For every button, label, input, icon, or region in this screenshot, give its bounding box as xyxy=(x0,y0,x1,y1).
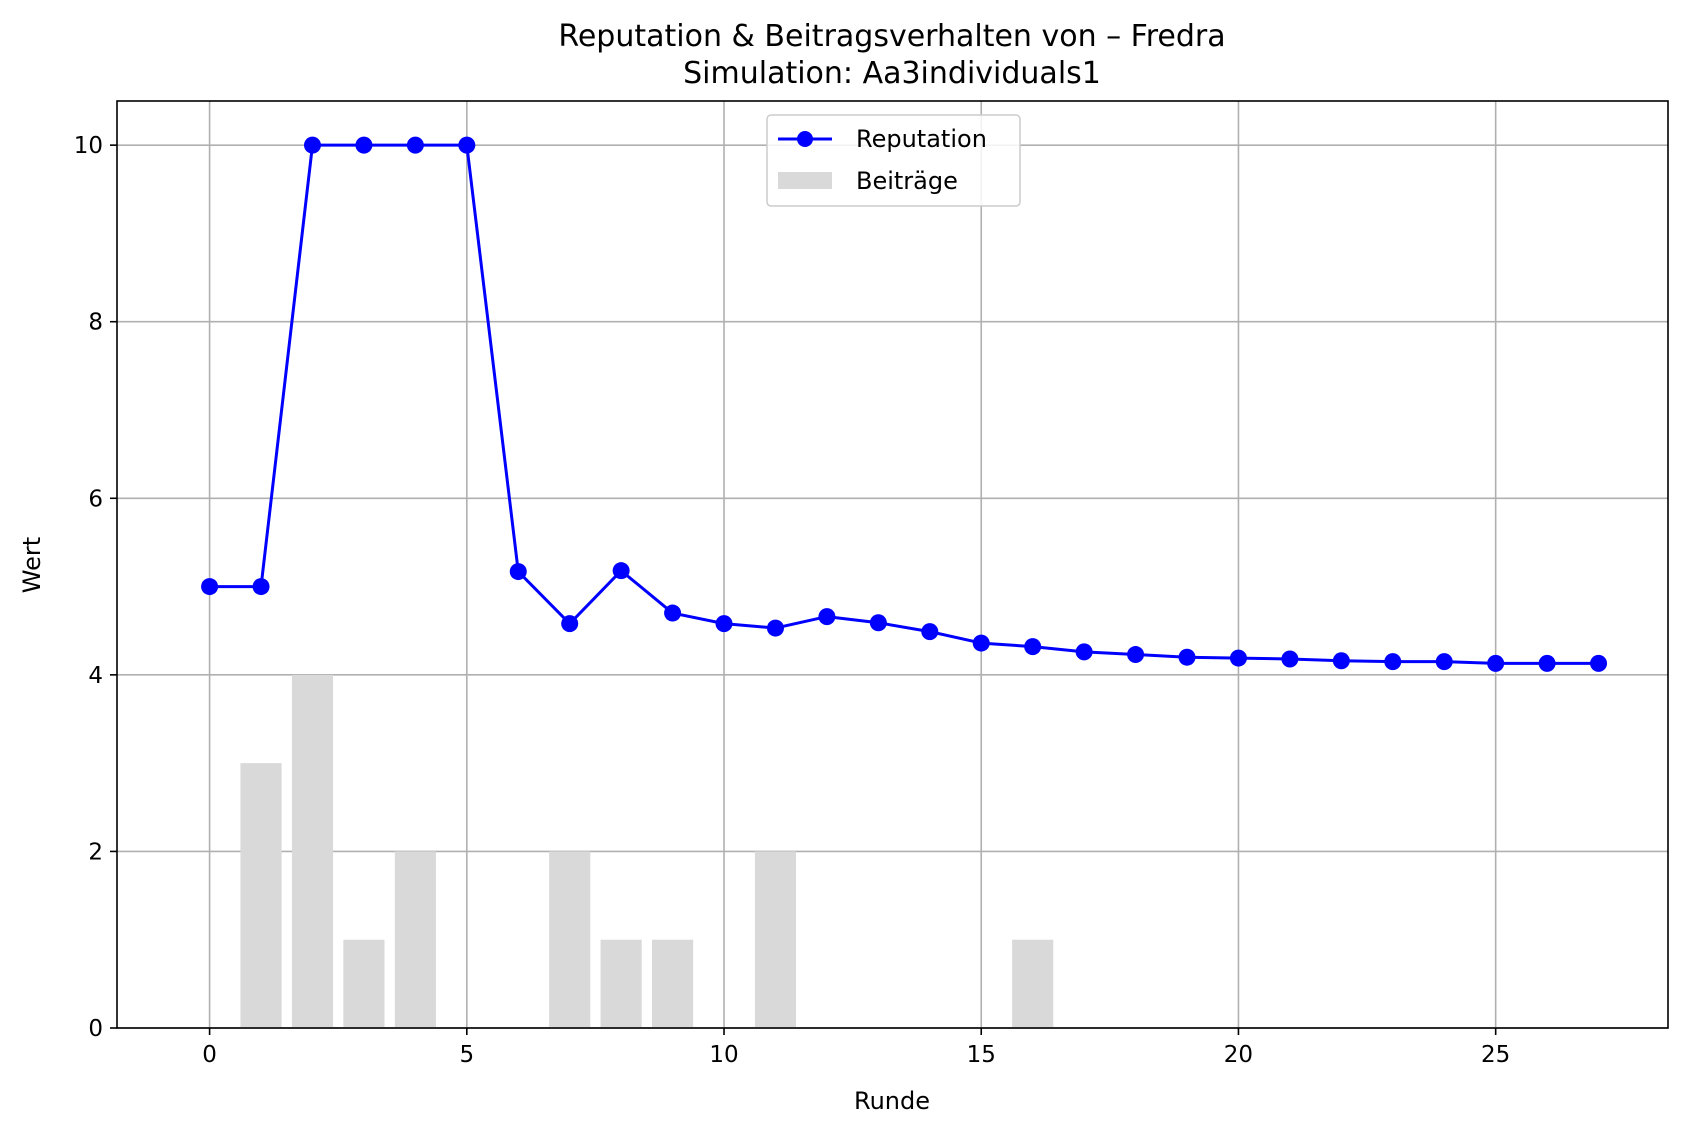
chart-subtitle: Simulation: Aa3individuals1 xyxy=(683,56,1101,91)
bar-beitraege-round-1 xyxy=(240,763,282,1028)
reputation-point-round-24 xyxy=(1435,653,1453,671)
reputation-point-round-16 xyxy=(1024,638,1042,656)
legend-label-reputation: Reputation xyxy=(856,125,987,153)
y-tick-label: 2 xyxy=(88,839,103,865)
reputation-point-round-14 xyxy=(921,623,939,641)
reputation-point-round-25 xyxy=(1487,654,1505,672)
reputation-point-round-13 xyxy=(869,614,887,632)
reputation-point-round-12 xyxy=(818,608,836,626)
reputation-point-round-19 xyxy=(1178,648,1196,666)
reputation-point-round-21 xyxy=(1281,650,1299,668)
reputation-point-round-6 xyxy=(509,563,527,581)
bar-beitraege-round-11 xyxy=(754,851,797,1028)
y-axis-label: Wert xyxy=(18,537,46,593)
reputation-line xyxy=(209,143,1599,665)
reputation-point-round-23 xyxy=(1384,653,1402,671)
reputation-point-round-3 xyxy=(355,136,373,154)
reputation-point-round-27 xyxy=(1590,654,1608,672)
x-tick-label: 20 xyxy=(1224,1042,1253,1068)
reputation-point-round-22 xyxy=(1332,652,1350,670)
legend-marker-icon xyxy=(797,131,813,147)
bar-beitraege-round-7 xyxy=(549,851,591,1028)
chart-title: Reputation & Beitragsverhalten von – Fre… xyxy=(558,19,1225,54)
y-tick-label: 8 xyxy=(88,310,103,336)
legend-bar-icon xyxy=(778,172,832,189)
reputation-point-round-0 xyxy=(201,578,219,596)
bar-beitraege-round-9 xyxy=(652,939,694,1028)
reputation-point-round-7 xyxy=(561,615,579,633)
legend: Reputation Beiträge xyxy=(766,114,1021,207)
axis-ticks: 0 5 10 15 20 25 0 2 4 6 8 10 xyxy=(74,133,1511,1068)
y-tick-label: 4 xyxy=(88,663,103,689)
legend-label-beitraege: Beiträge xyxy=(856,167,958,195)
y-tick-label: 6 xyxy=(88,486,103,512)
bar-series-beitraege xyxy=(240,674,1054,1028)
bar-beitraege-round-8 xyxy=(600,939,642,1028)
x-tick-label: 0 xyxy=(202,1042,217,1068)
bar-beitraege-round-2 xyxy=(291,674,334,1028)
reputation-point-round-18 xyxy=(1127,646,1145,664)
x-tick-label: 25 xyxy=(1481,1042,1510,1068)
reputation-point-round-17 xyxy=(1075,643,1093,661)
reputation-point-round-26 xyxy=(1538,654,1556,672)
bar-beitraege-round-3 xyxy=(343,939,385,1028)
reputation-point-round-2 xyxy=(303,136,321,154)
x-axis-label: Runde xyxy=(854,1087,930,1115)
y-tick-label: 0 xyxy=(88,1016,103,1042)
x-tick-label: 15 xyxy=(967,1042,996,1068)
reputation-point-round-15 xyxy=(972,634,990,652)
x-tick-label: 5 xyxy=(459,1042,474,1068)
x-tick-label: 10 xyxy=(709,1042,738,1068)
bar-beitraege-round-16 xyxy=(1012,939,1054,1028)
reputation-point-round-4 xyxy=(406,136,424,154)
reputation-point-round-1 xyxy=(252,578,270,596)
line-series-reputation xyxy=(201,136,1608,672)
plot-frame xyxy=(116,100,1669,1029)
reputation-point-round-10 xyxy=(715,615,733,633)
plot-border xyxy=(116,100,1669,1029)
reputation-point-round-5 xyxy=(458,136,476,154)
y-tick-label: 10 xyxy=(74,133,103,159)
reputation-point-round-8 xyxy=(612,562,630,580)
bar-beitraege-round-4 xyxy=(394,851,436,1028)
reputation-point-round-9 xyxy=(664,604,682,622)
reputation-point-round-11 xyxy=(766,619,784,637)
reputation-point-round-20 xyxy=(1229,649,1247,667)
